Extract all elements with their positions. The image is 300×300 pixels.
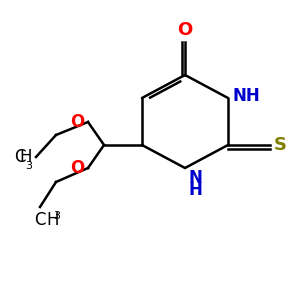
Text: H: H <box>188 181 202 199</box>
Text: N: N <box>188 169 202 187</box>
Text: S: S <box>274 136 287 154</box>
Text: 3: 3 <box>53 211 60 221</box>
Text: O: O <box>70 113 84 131</box>
Text: H: H <box>46 211 58 229</box>
Text: NH: NH <box>232 87 260 105</box>
Text: O: O <box>70 159 84 177</box>
Text: H: H <box>20 148 32 166</box>
Text: 3: 3 <box>25 161 32 171</box>
Text: C: C <box>34 211 46 229</box>
Text: C: C <box>14 148 26 166</box>
Text: O: O <box>177 21 193 39</box>
